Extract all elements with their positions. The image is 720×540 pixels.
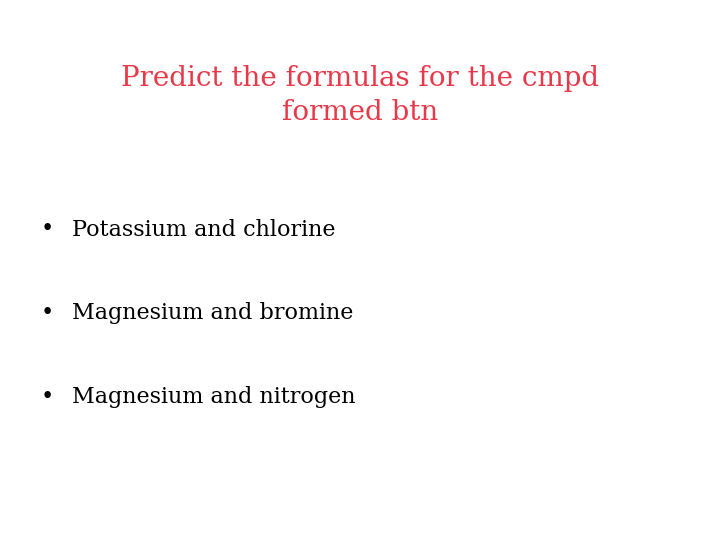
- Text: Magnesium and nitrogen: Magnesium and nitrogen: [72, 386, 356, 408]
- Text: Predict the formulas for the cmpd
formed btn: Predict the formulas for the cmpd formed…: [121, 65, 599, 126]
- Text: Magnesium and bromine: Magnesium and bromine: [72, 302, 354, 324]
- Text: •: •: [40, 302, 53, 324]
- Text: •: •: [40, 219, 53, 240]
- Text: •: •: [40, 386, 53, 408]
- Text: Potassium and chlorine: Potassium and chlorine: [72, 219, 336, 240]
